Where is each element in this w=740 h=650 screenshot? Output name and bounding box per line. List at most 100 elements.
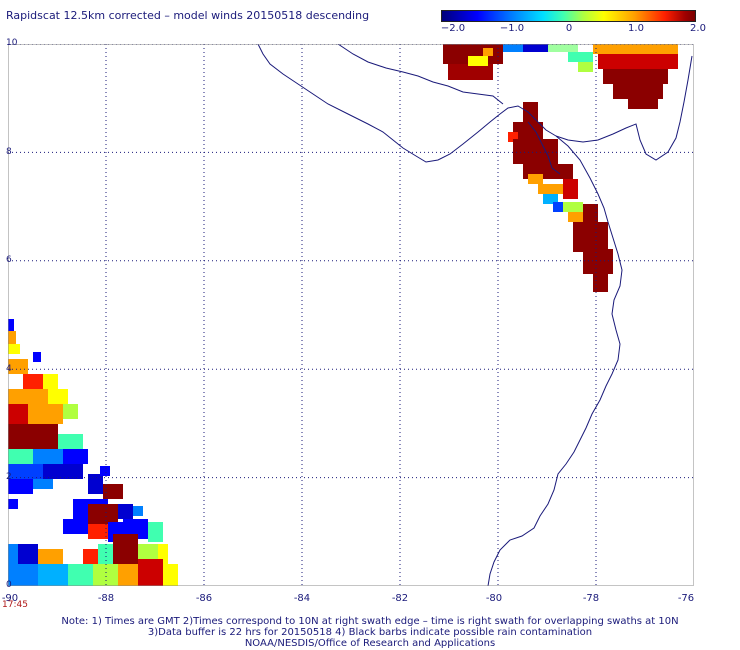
swath-cell bbox=[133, 506, 143, 516]
lon-label: -84 bbox=[293, 593, 311, 604]
swath-cell bbox=[148, 522, 163, 542]
swath-cell bbox=[563, 202, 583, 212]
swath-cell bbox=[483, 48, 493, 56]
swath-cell bbox=[18, 544, 38, 564]
swath-cell bbox=[553, 202, 568, 212]
swath-cell bbox=[468, 56, 488, 66]
swath-cell bbox=[508, 132, 518, 142]
swath-cell bbox=[593, 272, 608, 292]
swath-cell bbox=[103, 484, 123, 499]
swath-cell bbox=[8, 404, 28, 424]
swath-cell bbox=[58, 434, 83, 449]
swath-cell bbox=[8, 331, 16, 351]
lat-label: 8 bbox=[6, 147, 12, 157]
swath-cell bbox=[118, 504, 133, 519]
swath-cell bbox=[8, 479, 33, 494]
swath-cell bbox=[8, 464, 43, 479]
swath-cell bbox=[568, 52, 593, 62]
swath-cell bbox=[118, 564, 138, 586]
swath-cell bbox=[8, 424, 58, 449]
lat-label: 2 bbox=[6, 472, 12, 482]
lat-label: 10 bbox=[6, 38, 18, 48]
swath-cell bbox=[63, 404, 78, 419]
footnote-line-2: 3)Data buffer is 22 hrs for 20150518 4) … bbox=[147, 627, 593, 638]
swath-cell bbox=[543, 194, 558, 204]
swath-cell bbox=[593, 44, 678, 54]
swath-cell bbox=[448, 64, 493, 80]
colorbar-tick-label: 1.0 bbox=[628, 23, 644, 34]
lon-label: -78 bbox=[582, 593, 600, 604]
lat-label: 4 bbox=[6, 364, 12, 374]
swath-cell bbox=[33, 479, 53, 489]
swath-cell bbox=[528, 174, 543, 184]
swath-cell bbox=[163, 564, 178, 586]
swath-cell bbox=[583, 249, 613, 274]
swath-cell bbox=[503, 44, 523, 52]
swath-cell bbox=[603, 69, 668, 84]
footnote-line-3: NOAA/NESDIS/Office of Research and Appli… bbox=[244, 638, 496, 649]
colorbar-tick-label: 0 bbox=[565, 23, 573, 34]
swath-cell bbox=[8, 389, 48, 404]
swath-cell bbox=[88, 474, 103, 494]
swath-cell bbox=[33, 449, 63, 464]
swath-cell bbox=[613, 84, 663, 99]
swath-cell bbox=[38, 564, 68, 586]
lon-label: -90 bbox=[1, 593, 19, 604]
swath-cell bbox=[158, 544, 168, 564]
swath-cell bbox=[8, 319, 14, 331]
swath-cell bbox=[563, 179, 578, 199]
swath-cell bbox=[8, 344, 20, 354]
swath-cell bbox=[8, 359, 28, 374]
swath-cell bbox=[523, 44, 548, 52]
swath-cell bbox=[628, 99, 658, 109]
swath-cell bbox=[28, 404, 63, 424]
swath-cell bbox=[38, 549, 63, 564]
footnote-line-1: Note: 1) Times are GMT 2)Times correspon… bbox=[61, 616, 679, 627]
swath-cell bbox=[93, 564, 118, 586]
swath-cell bbox=[68, 564, 93, 586]
swath-cell bbox=[43, 464, 83, 479]
chart-title: Rapidscat 12.5km corrected – model winds… bbox=[6, 9, 370, 22]
swath-cells bbox=[8, 44, 678, 586]
swath-cell bbox=[83, 549, 98, 564]
swath-cell bbox=[63, 519, 88, 534]
colorbar-tick-label: −2.0 bbox=[440, 23, 466, 34]
swath-cell bbox=[8, 564, 38, 586]
lon-label: -82 bbox=[391, 593, 409, 604]
swath-cell bbox=[548, 44, 578, 52]
swath-cell bbox=[598, 54, 678, 69]
swath-cell bbox=[583, 204, 598, 224]
swath-cell bbox=[63, 449, 88, 464]
swath-cell bbox=[8, 499, 18, 509]
swath-cell bbox=[48, 389, 68, 404]
swath-cell bbox=[88, 504, 118, 524]
swath-cell bbox=[100, 466, 110, 476]
colorbar-tick-label: −1.0 bbox=[499, 23, 525, 34]
swath-cell bbox=[8, 544, 18, 564]
map-frame bbox=[8, 44, 694, 586]
swath-cell bbox=[138, 559, 163, 586]
swath-cell bbox=[43, 374, 58, 389]
map-plot bbox=[8, 44, 694, 586]
swath-cell bbox=[513, 139, 558, 164]
swath-cell bbox=[568, 212, 588, 222]
swath-cell bbox=[33, 352, 41, 362]
swath-time-label: 17:45 bbox=[2, 600, 28, 610]
swath-cell bbox=[113, 534, 138, 564]
swath-cell bbox=[573, 222, 608, 252]
swath-cell bbox=[63, 554, 83, 564]
lon-label: -86 bbox=[195, 593, 213, 604]
swath-cell bbox=[88, 524, 108, 539]
colorbar-tick-label: 2.0 bbox=[690, 23, 706, 34]
lat-label: 6 bbox=[6, 255, 12, 265]
swath-cell bbox=[578, 62, 593, 72]
lat-label: 0 bbox=[6, 580, 12, 590]
swath-cell bbox=[83, 464, 98, 474]
lon-label: -80 bbox=[485, 593, 503, 604]
lon-label: -76 bbox=[677, 593, 695, 604]
swath-cell bbox=[8, 449, 33, 464]
swath-cell bbox=[538, 184, 563, 194]
swath-cell bbox=[23, 374, 48, 389]
lon-label: -88 bbox=[97, 593, 115, 604]
colorbar bbox=[441, 10, 696, 22]
